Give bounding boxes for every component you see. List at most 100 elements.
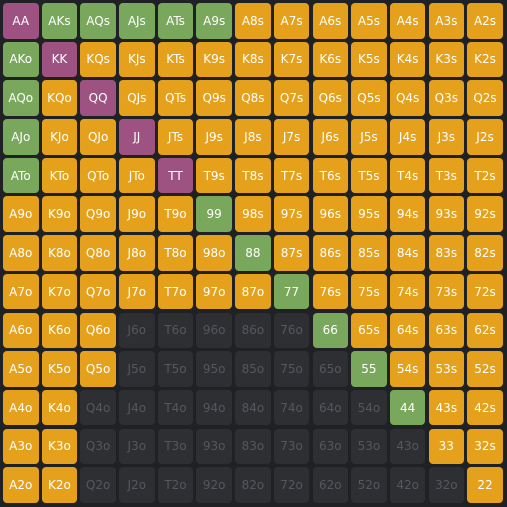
hand-cell-K4s[interactable]: K4s bbox=[389, 41, 426, 78]
hand-cell-ATo[interactable]: ATo bbox=[3, 157, 39, 194]
hand-cell-43s[interactable]: 43s bbox=[428, 389, 465, 426]
hand-cell-J4o[interactable]: J4o bbox=[119, 389, 155, 426]
hand-cell-83s[interactable]: 83s bbox=[428, 235, 465, 271]
hand-cell-54s[interactable]: 54s bbox=[389, 351, 426, 387]
hand-cell-K2s[interactable]: K2s bbox=[467, 41, 503, 78]
hand-cell-Q9o[interactable]: Q9o bbox=[80, 196, 116, 232]
hand-cell-J2o[interactable]: J2o bbox=[119, 467, 155, 503]
hand-cell-A8s[interactable]: A8s bbox=[235, 3, 271, 39]
hand-cell-A5o[interactable]: A5o bbox=[3, 351, 39, 387]
hand-cell-K8s[interactable]: K8s bbox=[235, 41, 271, 78]
hand-cell-A9o[interactable]: A9o bbox=[3, 196, 39, 232]
hand-cell-Q5o[interactable]: Q5o bbox=[80, 351, 116, 387]
hand-cell-TT[interactable]: TT bbox=[157, 157, 194, 194]
hand-cell-Q2o[interactable]: Q2o bbox=[80, 467, 116, 503]
hand-cell-T3s[interactable]: T3s bbox=[428, 157, 465, 194]
hand-cell-T5o[interactable]: T5o bbox=[157, 351, 194, 387]
hand-cell-QJo[interactable]: QJo bbox=[80, 119, 116, 155]
hand-cell-97s[interactable]: 97s bbox=[273, 196, 310, 232]
hand-cell-82s[interactable]: 82s bbox=[467, 235, 503, 271]
hand-cell-KJs[interactable]: KJs bbox=[119, 41, 155, 78]
hand-cell-K5s[interactable]: K5s bbox=[351, 41, 387, 78]
hand-cell-A7s[interactable]: A7s bbox=[273, 3, 310, 39]
hand-cell-T7o[interactable]: T7o bbox=[157, 273, 194, 310]
hand-cell-92o[interactable]: 92o bbox=[196, 467, 232, 503]
hand-cell-82o[interactable]: 82o bbox=[235, 467, 271, 503]
hand-cell-88[interactable]: 88 bbox=[235, 235, 271, 271]
hand-cell-T8o[interactable]: T8o bbox=[157, 235, 194, 271]
hand-cell-73o[interactable]: 73o bbox=[273, 428, 310, 465]
hand-cell-KQs[interactable]: KQs bbox=[80, 41, 116, 78]
hand-cell-95o[interactable]: 95o bbox=[196, 351, 232, 387]
hand-cell-52s[interactable]: 52s bbox=[467, 351, 503, 387]
hand-cell-43o[interactable]: 43o bbox=[389, 428, 426, 465]
hand-cell-T4o[interactable]: T4o bbox=[157, 389, 194, 426]
hand-cell-J7o[interactable]: J7o bbox=[119, 273, 155, 310]
hand-cell-J7s[interactable]: J7s bbox=[273, 119, 310, 155]
hand-cell-AQs[interactable]: AQs bbox=[80, 3, 116, 39]
hand-cell-85s[interactable]: 85s bbox=[351, 235, 387, 271]
hand-cell-A6s[interactable]: A6s bbox=[312, 3, 348, 39]
hand-cell-Q4o[interactable]: Q4o bbox=[80, 389, 116, 426]
hand-cell-94s[interactable]: 94s bbox=[389, 196, 426, 232]
hand-cell-AKo[interactable]: AKo bbox=[3, 41, 39, 78]
hand-cell-Q9s[interactable]: Q9s bbox=[196, 80, 232, 116]
hand-cell-A9s[interactable]: A9s bbox=[196, 3, 232, 39]
hand-cell-A3o[interactable]: A3o bbox=[3, 428, 39, 465]
hand-cell-63s[interactable]: 63s bbox=[428, 312, 465, 348]
hand-cell-A6o[interactable]: A6o bbox=[3, 312, 39, 348]
hand-cell-Q6s[interactable]: Q6s bbox=[312, 80, 348, 116]
hand-cell-Q3s[interactable]: Q3s bbox=[428, 80, 465, 116]
hand-cell-92s[interactable]: 92s bbox=[467, 196, 503, 232]
hand-cell-JTo[interactable]: JTo bbox=[119, 157, 155, 194]
hand-cell-55[interactable]: 55 bbox=[351, 351, 387, 387]
hand-cell-A5s[interactable]: A5s bbox=[351, 3, 387, 39]
hand-cell-T2o[interactable]: T2o bbox=[157, 467, 194, 503]
hand-cell-T6o[interactable]: T6o bbox=[157, 312, 194, 348]
hand-cell-T4s[interactable]: T4s bbox=[389, 157, 426, 194]
hand-cell-A8o[interactable]: A8o bbox=[3, 235, 39, 271]
hand-cell-J8s[interactable]: J8s bbox=[235, 119, 271, 155]
hand-cell-A4s[interactable]: A4s bbox=[389, 3, 426, 39]
hand-cell-84o[interactable]: 84o bbox=[235, 389, 271, 426]
hand-cell-QQ[interactable]: QQ bbox=[80, 80, 116, 116]
hand-cell-84s[interactable]: 84s bbox=[389, 235, 426, 271]
hand-cell-JTs[interactable]: JTs bbox=[157, 119, 194, 155]
hand-cell-K3o[interactable]: K3o bbox=[41, 428, 78, 465]
hand-cell-74s[interactable]: 74s bbox=[389, 273, 426, 310]
hand-cell-AQo[interactable]: AQo bbox=[3, 80, 39, 116]
hand-cell-32s[interactable]: 32s bbox=[467, 428, 503, 465]
hand-cell-94o[interactable]: 94o bbox=[196, 389, 232, 426]
hand-cell-T8s[interactable]: T8s bbox=[235, 157, 271, 194]
hand-cell-76o[interactable]: 76o bbox=[273, 312, 310, 348]
hand-cell-54o[interactable]: 54o bbox=[351, 389, 387, 426]
hand-cell-K4o[interactable]: K4o bbox=[41, 389, 78, 426]
hand-cell-64o[interactable]: 64o bbox=[312, 389, 348, 426]
hand-cell-QJs[interactable]: QJs bbox=[119, 80, 155, 116]
hand-cell-Q7s[interactable]: Q7s bbox=[273, 80, 310, 116]
hand-cell-73s[interactable]: 73s bbox=[428, 273, 465, 310]
hand-cell-85o[interactable]: 85o bbox=[235, 351, 271, 387]
hand-cell-J6o[interactable]: J6o bbox=[119, 312, 155, 348]
hand-cell-QTo[interactable]: QTo bbox=[80, 157, 116, 194]
hand-cell-J3o[interactable]: J3o bbox=[119, 428, 155, 465]
hand-cell-AJs[interactable]: AJs bbox=[119, 3, 155, 39]
hand-cell-T9o[interactable]: T9o bbox=[157, 196, 194, 232]
hand-cell-93s[interactable]: 93s bbox=[428, 196, 465, 232]
hand-cell-J9s[interactable]: J9s bbox=[196, 119, 232, 155]
hand-cell-Q2s[interactable]: Q2s bbox=[467, 80, 503, 116]
hand-cell-J3s[interactable]: J3s bbox=[428, 119, 465, 155]
hand-cell-Q7o[interactable]: Q7o bbox=[80, 273, 116, 310]
hand-cell-J9o[interactable]: J9o bbox=[119, 196, 155, 232]
hand-cell-K5o[interactable]: K5o bbox=[41, 351, 78, 387]
hand-cell-AKs[interactable]: AKs bbox=[41, 3, 78, 39]
hand-cell-65s[interactable]: 65s bbox=[351, 312, 387, 348]
hand-cell-T7s[interactable]: T7s bbox=[273, 157, 310, 194]
hand-cell-KK[interactable]: KK bbox=[41, 41, 78, 78]
hand-cell-76s[interactable]: 76s bbox=[312, 273, 348, 310]
hand-cell-K8o[interactable]: K8o bbox=[41, 235, 78, 271]
hand-cell-AA[interactable]: AA bbox=[3, 3, 39, 39]
hand-cell-93o[interactable]: 93o bbox=[196, 428, 232, 465]
hand-cell-K7o[interactable]: K7o bbox=[41, 273, 78, 310]
hand-cell-Q4s[interactable]: Q4s bbox=[389, 80, 426, 116]
